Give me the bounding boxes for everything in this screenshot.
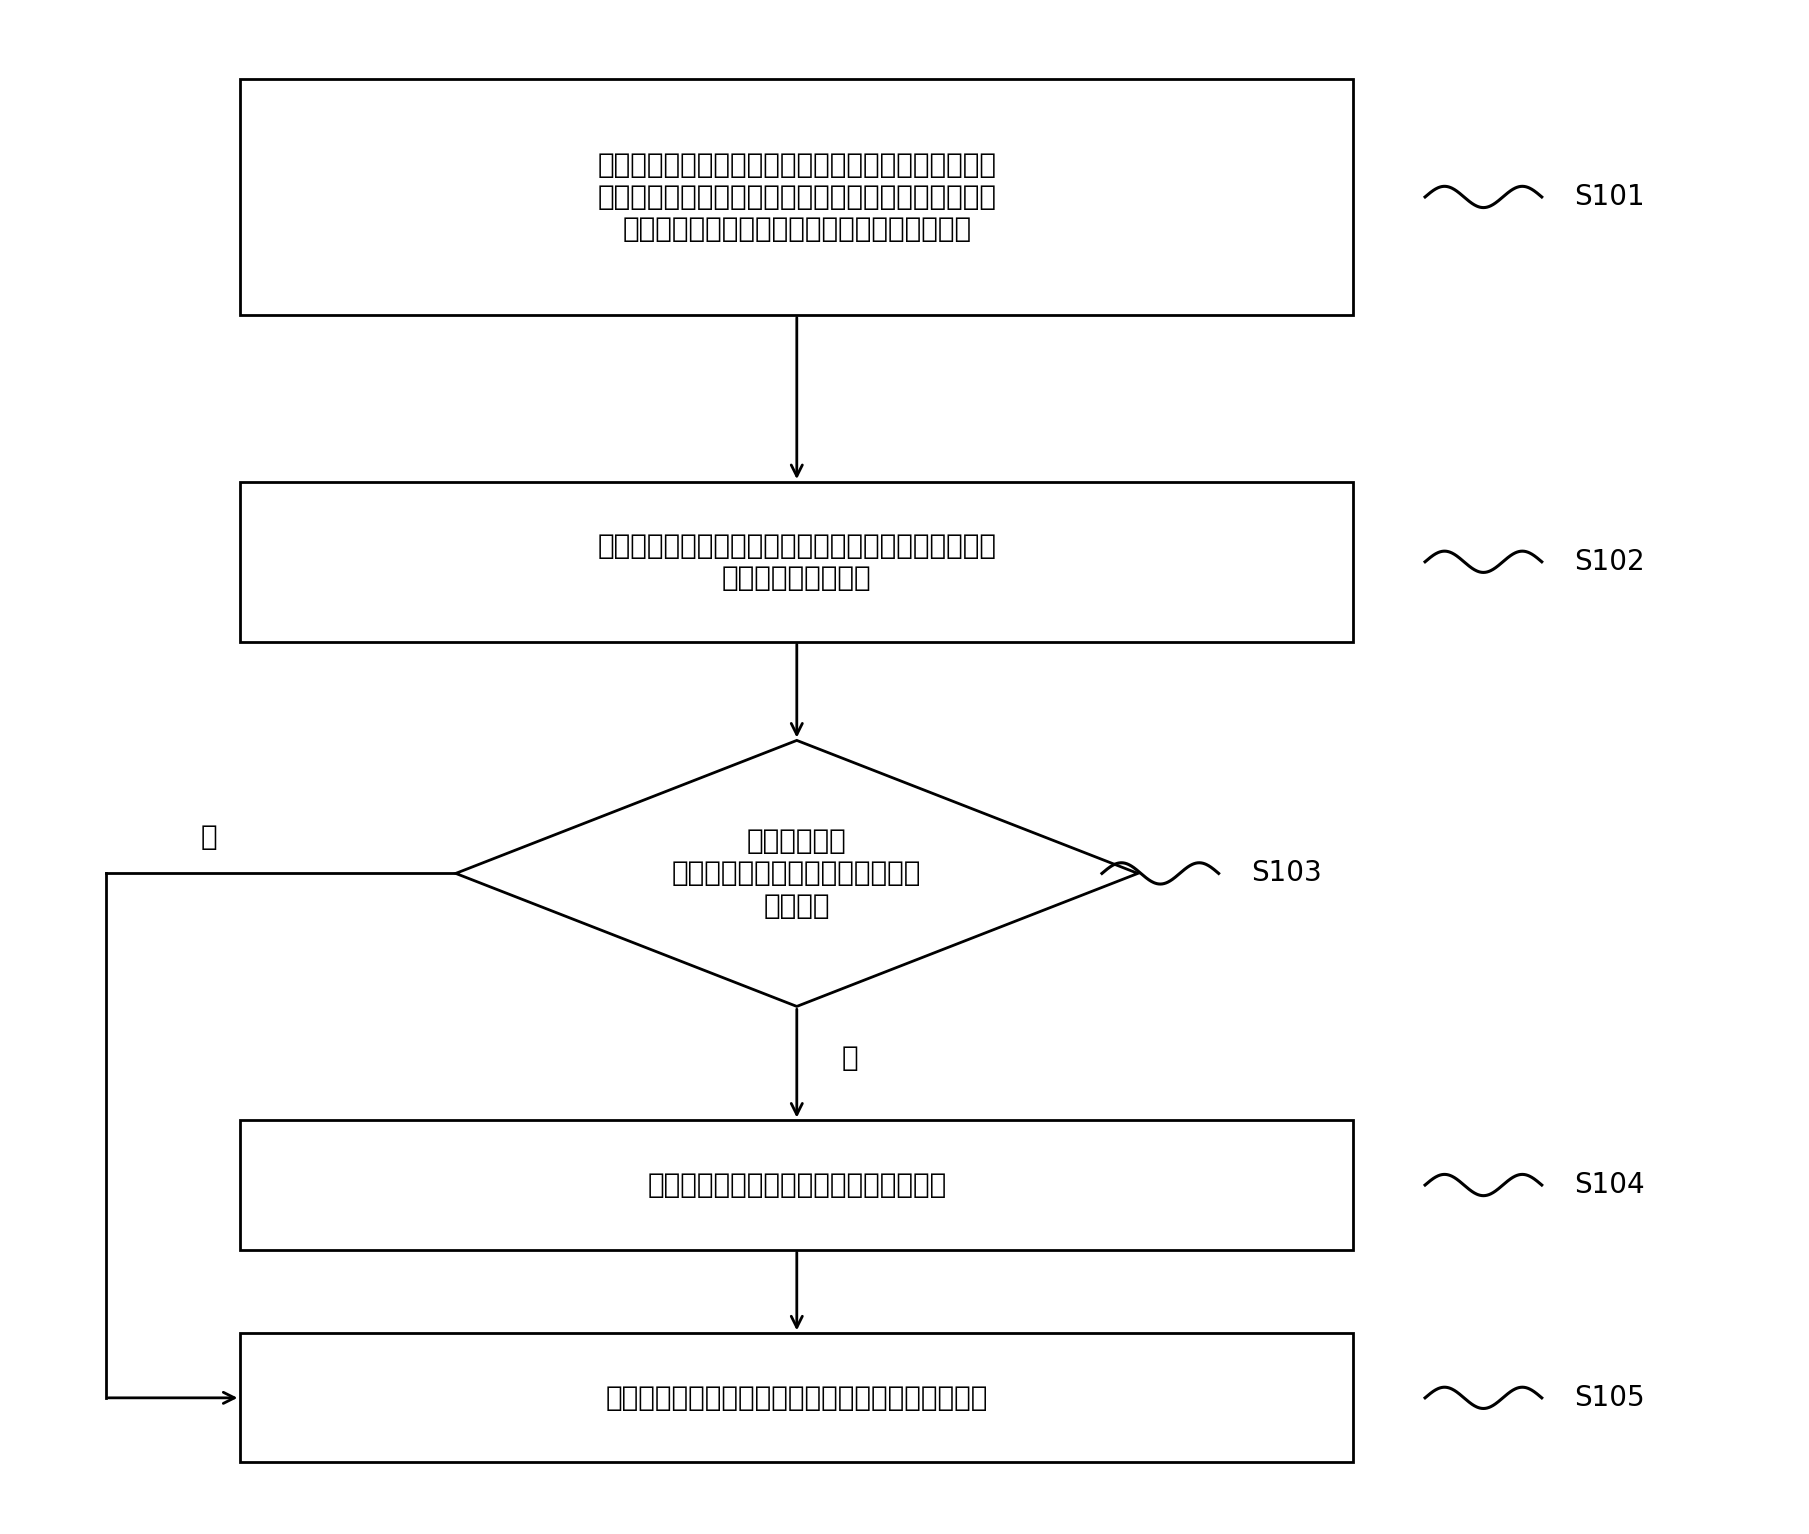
Bar: [241, 1333, 1353, 1462]
Text: 否: 否: [841, 1045, 857, 1072]
Text: 向五防系统发送闭锁信号，闭锁第一刀闸: 向五防系统发送闭锁信号，闭锁第一刀闸: [648, 1170, 946, 1200]
Text: 在第一刀闸和第二刀闸均处于合闸位置时，获取母差保
护数据中的小差电流: 在第一刀闸和第二刀闸均处于合闸位置时，获取母差保 护数据中的小差电流: [597, 532, 997, 592]
Polygon shape: [456, 741, 1138, 1006]
Text: 是: 是: [201, 822, 217, 851]
Text: S102: S102: [1574, 548, 1644, 575]
Text: 基于小差电流
判断第二刀闸是否导通输电线路与
第二母线: 基于小差电流 判断第二刀闸是否导通输电线路与 第二母线: [673, 827, 921, 920]
Bar: [241, 1120, 1353, 1250]
Text: S103: S103: [1252, 859, 1322, 887]
Bar: [241, 80, 1353, 314]
Text: S105: S105: [1574, 1384, 1644, 1411]
Text: 监测第一刀闸和第二刀闸的刀闸位置，第一刀闸为连接
输电线路与第一母线的刀闸，第二刀闸为连接输电线路
与第二母线的刀闸，第一母线为当前供电的母线: 监测第一刀闸和第二刀闸的刀闸位置，第一刀闸为连接 输电线路与第一母线的刀闸，第二…: [597, 150, 997, 244]
Text: 五防系统允许监控系统发送分闸命令，断开第一刀闸: 五防系统允许监控系统发送分闸命令，断开第一刀闸: [606, 1384, 988, 1411]
Text: S101: S101: [1574, 183, 1644, 212]
Text: S104: S104: [1574, 1170, 1644, 1200]
Bar: [241, 482, 1353, 641]
